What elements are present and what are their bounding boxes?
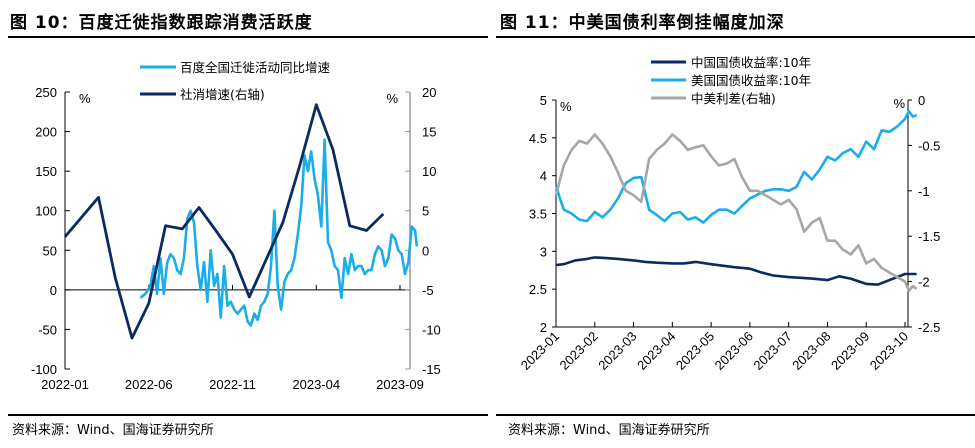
right-tick-label: 20: [422, 85, 436, 100]
left-tick-label: 4.5: [529, 131, 547, 146]
right-tick-label: -1: [918, 184, 930, 199]
series-line-china-10y-yield: [555, 256, 917, 286]
right-tick-label: -5: [422, 283, 434, 298]
legend-label: 中美利差(右轴): [691, 91, 776, 106]
left-tick-label: 200: [35, 125, 57, 140]
left-tick-label: 4: [540, 169, 547, 184]
right-tick-label: -2: [918, 275, 930, 290]
series-line-baidu-migration: [139, 138, 419, 327]
x-tick-label: 2023-04: [634, 329, 678, 373]
x-tick-label: 2023-01: [518, 329, 562, 373]
figure-11-source: 资料来源：Wind、国海证券研究所: [508, 423, 710, 438]
figure-10-title: 图 10：百度迁徙指数跟踪消费活跃度: [10, 13, 313, 33]
left-tick-label: -100: [31, 362, 57, 377]
right-tick-label: 5: [422, 204, 429, 219]
x-tick-label: 2023-05: [673, 329, 717, 373]
chart-11: 54.543.532.520-0.5-1-1.5-2-2.52023-01202…: [518, 55, 941, 373]
left-tick-label: 150: [35, 164, 57, 179]
x-tick-label: 2023-10: [867, 329, 911, 373]
left-tick-label: 0: [50, 283, 57, 298]
x-tick-label: 2023-02: [557, 329, 601, 373]
right-tick-label: 15: [422, 125, 436, 140]
x-tick-label: 2023-07: [750, 329, 794, 373]
series-line-us-10y-yield: [554, 110, 918, 224]
left-tick-label: 250: [35, 85, 57, 100]
left-tick-label: 3: [540, 244, 547, 259]
right-tick-label: -0.5: [918, 138, 940, 153]
source-rule: [496, 414, 975, 416]
legend-label: 百度全国迁徙活动同比增速: [180, 60, 331, 75]
right-unit-label: %: [386, 91, 398, 106]
x-tick-label: 2023-04: [292, 377, 340, 392]
x-tick-label: 2022-01: [41, 377, 89, 392]
x-tick-label: 2023-03: [595, 329, 639, 373]
left-tick-label: 5: [540, 93, 547, 108]
x-tick-label: 2023-09: [828, 329, 872, 373]
x-tick-label: 2022-06: [125, 377, 173, 392]
right-tick-label: -1.5: [918, 229, 940, 244]
x-tick-label: 2022-11: [209, 377, 256, 392]
series-line-retail-sales: [63, 103, 385, 340]
legend-label: 美国国债收益率:10年: [691, 73, 811, 88]
left-tick-label: 50: [43, 243, 57, 258]
right-tick-label: 0: [422, 243, 429, 258]
left-tick-label: 2.5: [529, 282, 547, 297]
figure-11-title: 图 11：中美国债利率倒挂幅度加深: [500, 13, 785, 33]
series-line-cn-us-spread: [554, 133, 918, 293]
left-tick-label: -50: [38, 322, 57, 337]
legend-label: 中国国债收益率:10年: [691, 55, 811, 70]
right-unit-label: %: [893, 96, 905, 111]
title-rule: [496, 36, 975, 38]
figure-11-panel: 图 11：中美国债利率倒挂幅度加深 5 4.5 4 3.5 3 2.5 2 0 -0.5 -1 -1…: [488, 0, 975, 448]
legend-label: 社消增速(右轴): [180, 87, 265, 102]
right-tick-label: -15: [422, 362, 441, 377]
figure-10-source: 资料来源：Wind、国海证券研究所: [12, 423, 214, 438]
left-tick-label: 100: [35, 204, 57, 219]
x-tick-label: 2023-06: [712, 329, 756, 373]
x-tick-label: 2023-09: [376, 377, 424, 392]
chart-10: 250200150100500-50-10020151050-5-10-1520…: [31, 60, 441, 392]
right-tick-label: 0: [918, 93, 925, 108]
left-unit-label: %: [79, 91, 91, 106]
left-tick-label: 3.5: [529, 207, 547, 222]
right-tick-label: 10: [422, 164, 436, 179]
figure-10-panel: 图 10：百度迁徙指数跟踪消费活跃度 250 200 150 100 50 0 -50 -10…: [8, 13, 488, 438]
right-tick-label: -10: [422, 322, 441, 337]
source-rule: [8, 414, 488, 416]
x-tick-label: 2023-08: [789, 329, 833, 373]
right-tick-label: -2.5: [918, 320, 940, 335]
left-unit-label: %: [560, 99, 572, 114]
left-tick-label: 2: [540, 320, 547, 335]
title-rule: [8, 36, 488, 38]
